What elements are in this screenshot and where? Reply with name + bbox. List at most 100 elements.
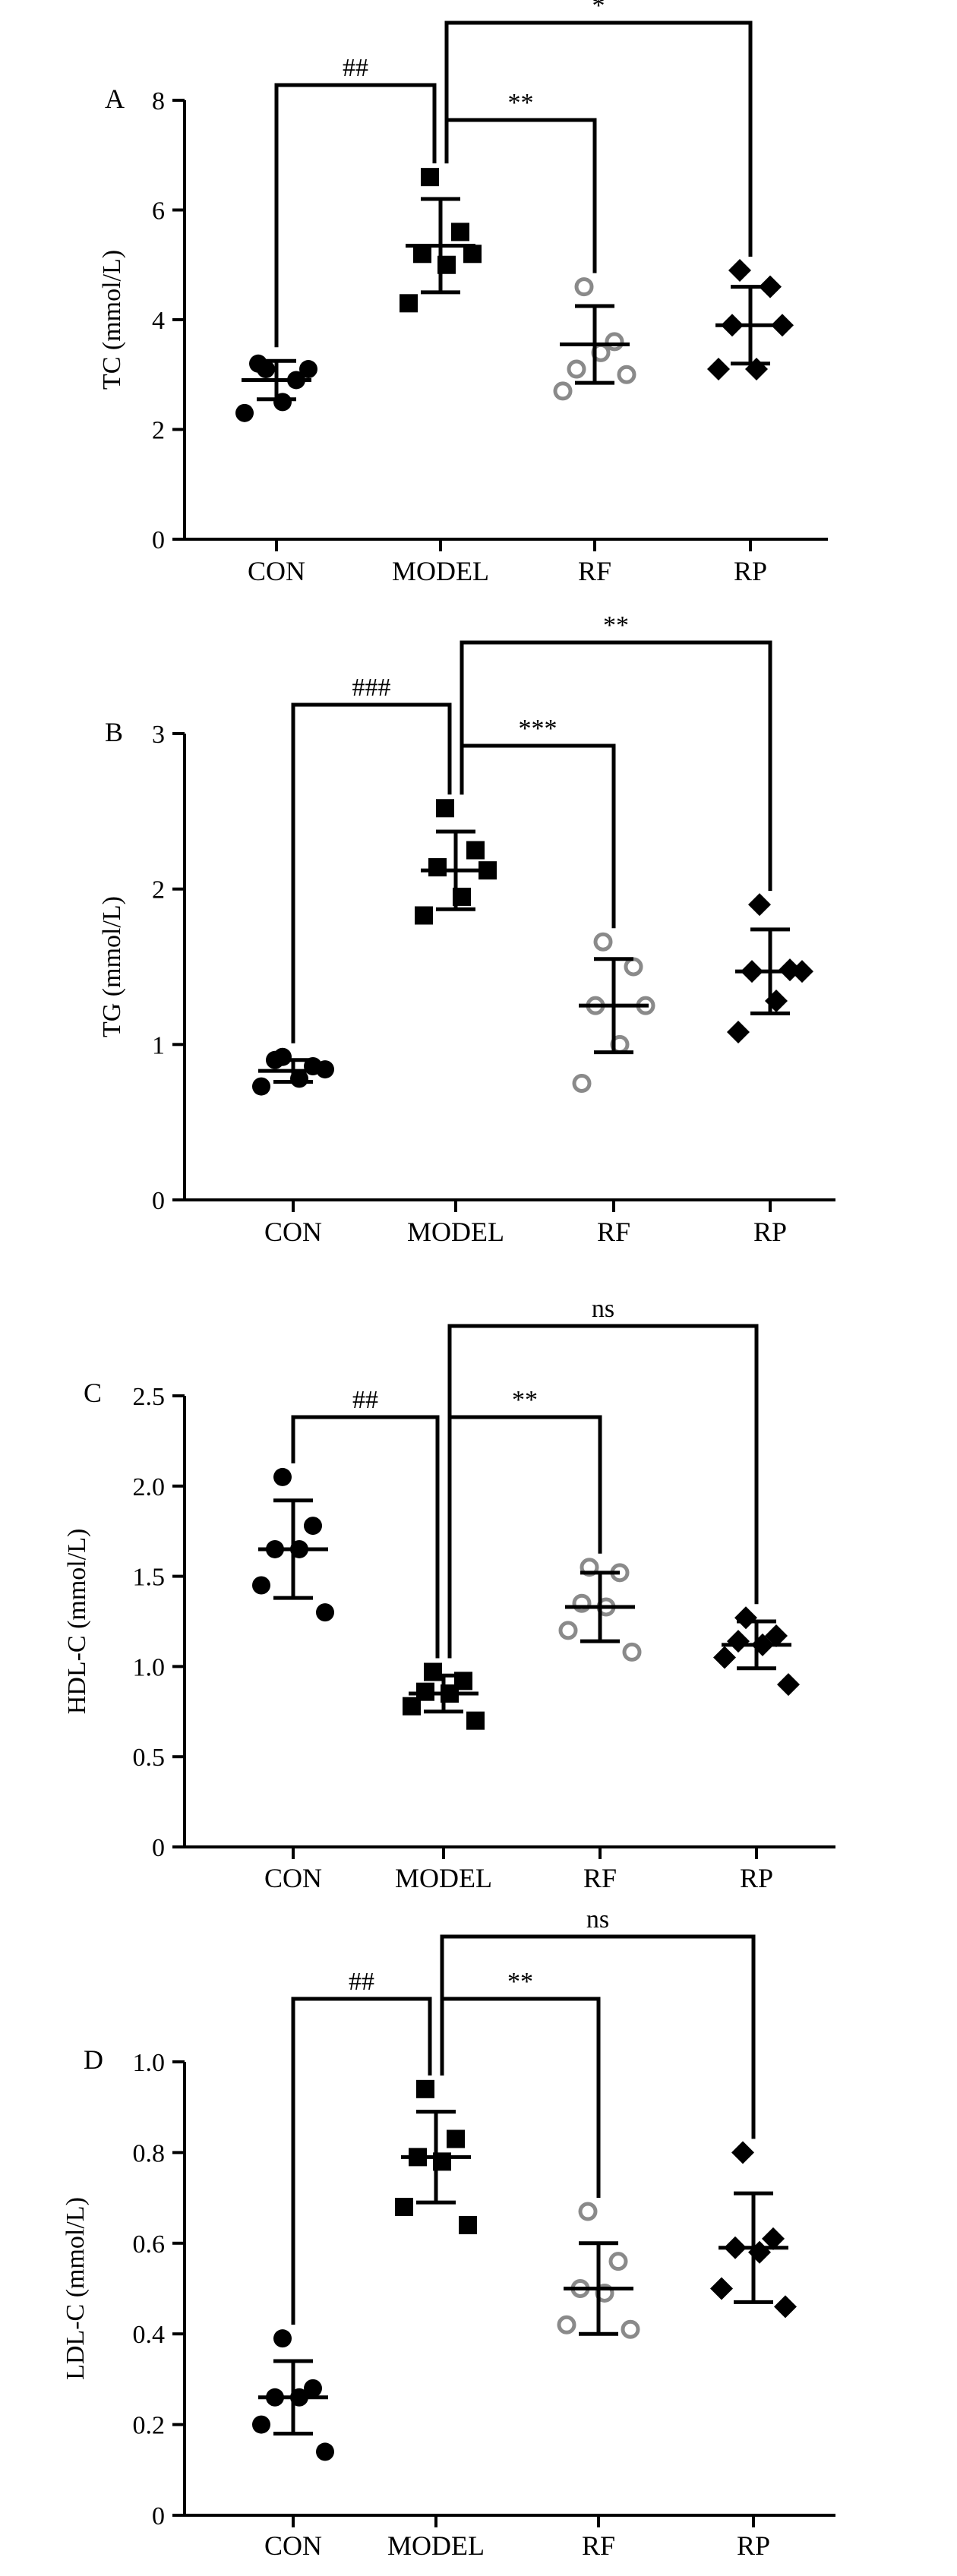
- data-point: [413, 245, 431, 264]
- data-point: [617, 365, 636, 384]
- x-tick-label: MODEL: [392, 556, 489, 586]
- y-tick-label: 0.8: [133, 2139, 166, 2167]
- bracket-line: [460, 743, 616, 929]
- significance-label: ns: [586, 1905, 609, 1934]
- x-tick-label: CON: [264, 1217, 322, 1247]
- group-rp: [707, 258, 794, 381]
- data-point: [557, 2315, 576, 2334]
- significance-bracket: ##: [291, 1968, 432, 2325]
- significance-label: *: [592, 0, 605, 20]
- panel-c: 0 0.5 1.0 1.5 2.0 2.5 CON MODEL RF RP HDL-C (mmol/…: [63, 1295, 835, 1893]
- data-point: [728, 258, 751, 282]
- panel-letter: D: [84, 2044, 103, 2075]
- significance-label: ##: [349, 1968, 374, 1996]
- x-tick-label: CON: [264, 1863, 322, 1893]
- bracket-line: [291, 1997, 432, 2325]
- bracket-line: [447, 1415, 602, 1659]
- bracket-line: [447, 1324, 759, 1659]
- data-point: [451, 223, 469, 242]
- data-point: [622, 1642, 642, 1662]
- data-point: [466, 1711, 485, 1730]
- data-point: [463, 245, 482, 264]
- data-point: [567, 359, 586, 379]
- significance-bracket: **: [460, 611, 772, 892]
- x-tick-label: RP: [737, 2530, 770, 2561]
- data-point: [774, 2295, 797, 2319]
- data-point: [605, 332, 624, 352]
- data-point: [447, 2129, 465, 2148]
- group-model: [400, 168, 482, 313]
- y-tick-label: 2.0: [133, 1473, 166, 1501]
- significance-label: **: [603, 611, 629, 639]
- data-point: [252, 2415, 270, 2434]
- data-point: [304, 2379, 322, 2398]
- bracket-line: [444, 21, 753, 257]
- y-tick-label: 8: [152, 87, 165, 115]
- y-axis-title: HDL-C (mmol/L): [63, 1529, 91, 1715]
- panel-letter: C: [84, 1378, 102, 1408]
- group-rp: [713, 1606, 800, 1697]
- group-model: [403, 1662, 485, 1730]
- data-point: [252, 1576, 270, 1595]
- data-point: [574, 277, 594, 297]
- group-rp: [710, 2141, 797, 2319]
- significance-label: **: [512, 1386, 538, 1414]
- y-tick-label: 2.5: [133, 1383, 166, 1411]
- y-axis-title: TG (mmol/L): [98, 896, 126, 1037]
- bracket-line: [460, 640, 772, 892]
- data-point: [624, 957, 643, 977]
- data-point: [707, 358, 730, 381]
- group-rf: [557, 2202, 640, 2339]
- y-tick-label: 1: [152, 1031, 165, 1059]
- y-tick-label: 1.0: [133, 1653, 166, 1681]
- panel-letter: A: [105, 84, 125, 114]
- significance-bracket: ##: [291, 1386, 440, 1659]
- data-point: [436, 799, 454, 818]
- y-tick-label: 1.5: [133, 1564, 166, 1592]
- y-tick-label: 0: [152, 2502, 165, 2530]
- data-point: [777, 1673, 800, 1697]
- data-point: [558, 1621, 578, 1640]
- significance-bracket: **: [440, 1968, 601, 2199]
- significance-bracket: *: [444, 0, 753, 257]
- significance-label: ###: [352, 674, 391, 702]
- significance-label: ##: [343, 54, 368, 82]
- data-point: [572, 1074, 592, 1093]
- significance-bracket: ns: [440, 1905, 756, 2139]
- significance-label: **: [507, 1968, 533, 1996]
- y-tick-label: 6: [152, 197, 165, 226]
- x-tick-label: MODEL: [395, 1863, 492, 1893]
- bracket-line: [440, 1934, 756, 2139]
- significance-bracket: ##: [274, 54, 437, 348]
- y-tick-label: 2: [152, 876, 165, 904]
- significance-label: **: [508, 89, 534, 117]
- y-tick-label: 0: [152, 1834, 165, 1862]
- panel-letter: B: [105, 717, 123, 747]
- significance-bracket: **: [447, 1386, 602, 1659]
- bracket-line: [291, 702, 452, 1043]
- data-point: [621, 2319, 640, 2339]
- bracket-line: [291, 1415, 440, 1659]
- group-rf: [558, 1558, 642, 1662]
- data-point: [608, 2252, 628, 2271]
- data-point: [416, 2079, 434, 2098]
- group-con: [252, 1467, 334, 1622]
- x-tick-label: RF: [578, 556, 611, 586]
- y-tick-label: 3: [152, 721, 165, 749]
- data-point: [593, 932, 613, 952]
- data-point: [273, 1467, 292, 1486]
- y-tick-label: 0.4: [133, 2321, 166, 2349]
- bracket-line: [440, 1997, 601, 2199]
- x-tick-label: MODEL: [387, 2530, 485, 2561]
- significance-bracket: ***: [460, 715, 616, 929]
- x-tick-label: CON: [248, 556, 305, 586]
- panel-d: 0 0.2 0.4 0.6 0.8 1.0 CON MODEL RF RP LDL-C (mmol/…: [62, 1905, 835, 2561]
- data-point: [553, 381, 573, 401]
- data-point: [466, 841, 485, 860]
- data-point: [235, 403, 254, 422]
- data-point: [252, 1077, 270, 1096]
- y-axis-title: TC (mmol/L): [98, 250, 126, 390]
- significance-label: ##: [352, 1386, 378, 1414]
